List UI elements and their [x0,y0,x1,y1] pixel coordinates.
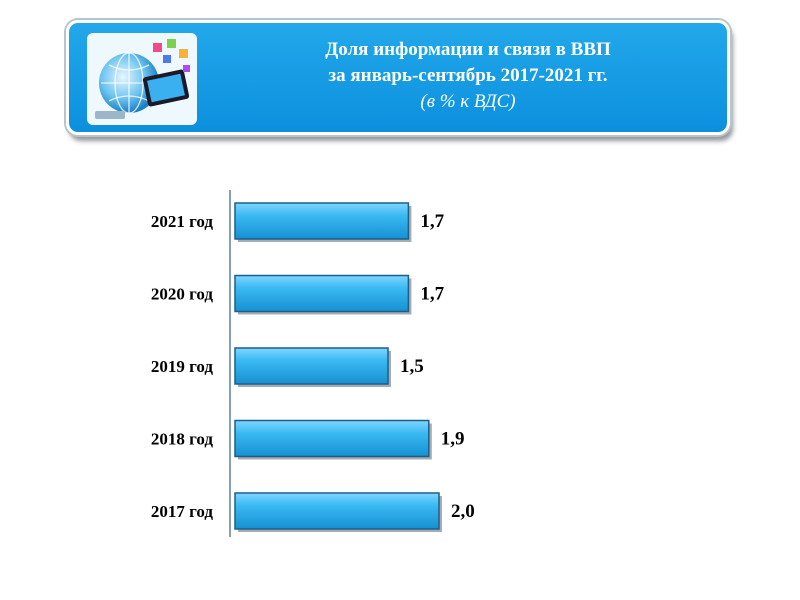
chart-title: Доля информации и связи в ВВП за январь-… [219,37,717,115]
bar-1 [234,202,410,240]
category-label: 2018 год [151,430,214,449]
technology-globe-tablet-icon [87,33,197,125]
data-label: 1,5 [400,356,424,377]
category-label: 2019 год [151,357,214,376]
bar-3 [234,347,389,385]
data-label: 1,7 [420,284,444,305]
bar-5 [234,492,440,530]
title-banner: Доля информации и связи в ВВП за январь-… [66,20,730,135]
category-label: 2017 год [151,502,214,521]
title-line-2: за январь-сентябрь 2017-2021 гг. [328,65,608,86]
category-label: 2020 год [151,285,214,304]
category-label: 2021 год [151,212,214,231]
bar-4 [234,419,430,458]
data-label: 1,9 [441,429,465,450]
data-label: 2,0 [451,501,475,522]
chart-subtitle: (в % к ВДС) [420,91,516,112]
data-label: 1,7 [420,211,444,232]
title-line-1: Доля информации и связи в ВВП [325,39,611,60]
bar-2 [234,274,410,313]
